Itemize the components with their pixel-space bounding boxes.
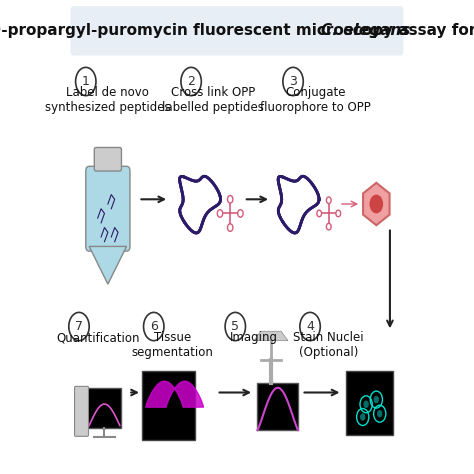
- Circle shape: [327, 197, 331, 203]
- Polygon shape: [254, 331, 288, 341]
- Text: 3: 3: [289, 75, 297, 88]
- Circle shape: [228, 196, 233, 203]
- FancyBboxPatch shape: [257, 383, 298, 430]
- Circle shape: [360, 413, 365, 421]
- FancyBboxPatch shape: [86, 166, 130, 251]
- Circle shape: [364, 401, 369, 408]
- FancyBboxPatch shape: [94, 147, 121, 171]
- Circle shape: [336, 210, 341, 217]
- Text: Conjugate
fluorophore to OPP: Conjugate fluorophore to OPP: [260, 86, 371, 114]
- Text: Label de novo
synthesized peptides: Label de novo synthesized peptides: [45, 86, 171, 114]
- Circle shape: [237, 210, 243, 217]
- Text: Stain Nuclei
(Optional): Stain Nuclei (Optional): [293, 331, 364, 359]
- Text: Cross link OPP
labelled peptides: Cross link OPP labelled peptides: [162, 86, 264, 114]
- FancyBboxPatch shape: [142, 371, 194, 439]
- Text: Imaging: Imaging: [230, 331, 278, 344]
- Text: Tissue
segmentation: Tissue segmentation: [131, 331, 213, 359]
- Polygon shape: [363, 183, 390, 225]
- Circle shape: [228, 224, 233, 231]
- Text: 7: 7: [75, 320, 83, 333]
- Circle shape: [370, 195, 383, 213]
- Circle shape: [374, 396, 379, 403]
- Text: Quantification: Quantification: [56, 331, 139, 344]
- Text: 1: 1: [82, 75, 90, 88]
- Circle shape: [317, 210, 322, 217]
- Text: 6: 6: [150, 320, 158, 333]
- FancyBboxPatch shape: [88, 388, 121, 428]
- Polygon shape: [89, 246, 127, 284]
- Text: 4: 4: [306, 320, 314, 333]
- Circle shape: [217, 210, 223, 217]
- Text: C. elegans: C. elegans: [321, 23, 410, 38]
- Circle shape: [377, 410, 383, 418]
- FancyBboxPatch shape: [74, 386, 89, 437]
- Text: O-propargyl-puromycin fluorescent microscopy assay for: O-propargyl-puromycin fluorescent micros…: [0, 23, 474, 38]
- Text: 2: 2: [187, 75, 195, 88]
- Text: 5: 5: [231, 320, 239, 333]
- FancyBboxPatch shape: [71, 6, 403, 55]
- Circle shape: [327, 223, 331, 230]
- FancyBboxPatch shape: [346, 371, 393, 435]
